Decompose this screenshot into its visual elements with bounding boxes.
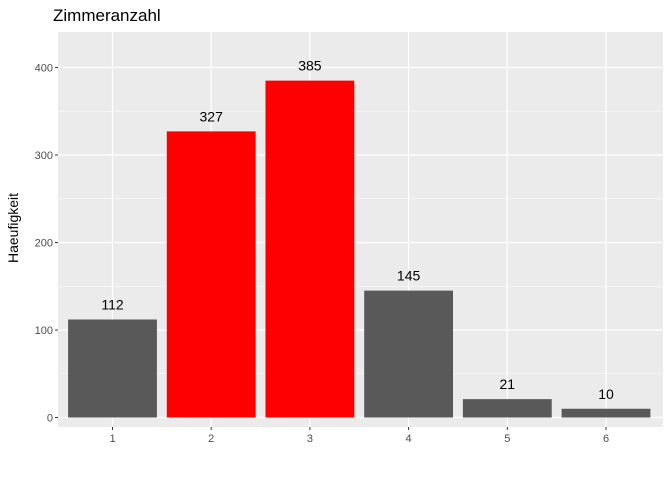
x-tick-label: 2	[208, 433, 214, 445]
x-tick-label: 4	[406, 433, 412, 445]
x-tick-label: 6	[603, 433, 609, 445]
plot-panel	[58, 32, 663, 427]
data-label-2: 327	[200, 108, 224, 124]
y-axis: 0 100 200 300 400	[35, 63, 58, 425]
data-labels: 112 327 385 145 21 10	[101, 58, 614, 402]
bar-2	[166, 131, 256, 418]
y-axis-label: Haeufigkeit	[5, 193, 21, 263]
panel-background	[58, 32, 663, 427]
bars	[68, 80, 651, 418]
chart-title: Zimmeranzahl	[53, 6, 161, 25]
bar-1	[68, 319, 157, 418]
data-label-4: 145	[397, 268, 421, 284]
y-tick-label: 400	[35, 63, 53, 75]
data-label-5: 21	[500, 376, 516, 392]
x-tick-label: 1	[109, 433, 115, 445]
data-label-6: 10	[598, 386, 614, 402]
x-axis: 1 2 3 4 5 6	[109, 427, 609, 445]
bar-6	[561, 408, 651, 418]
y-tick-label: 0	[47, 413, 53, 425]
bar-5	[462, 399, 552, 418]
data-label-1: 112	[101, 297, 124, 313]
x-tick-label: 5	[504, 433, 510, 445]
y-tick-label: 300	[35, 150, 53, 162]
bar-3	[265, 80, 355, 418]
y-tick-label: 200	[35, 238, 53, 250]
x-tick-label: 3	[307, 433, 313, 445]
bar-4	[364, 290, 454, 418]
y-tick-label: 100	[35, 325, 53, 337]
data-label-3: 385	[298, 58, 322, 74]
